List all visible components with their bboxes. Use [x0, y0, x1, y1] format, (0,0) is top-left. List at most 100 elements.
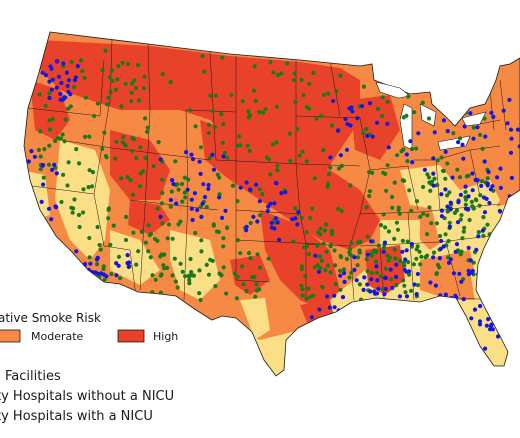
hospital-without-nicu-marker — [129, 81, 135, 86]
hospital-without-nicu-marker — [120, 60, 125, 65]
hospital-with-nicu-marker — [28, 198, 33, 203]
hospital-without-nicu-marker — [66, 160, 71, 165]
hospital-without-nicu-marker — [98, 247, 103, 252]
hospital-without-nicu-marker — [116, 254, 122, 259]
hospital-with-nicu-marker — [360, 104, 365, 109]
hospital-without-nicu-marker — [240, 99, 245, 104]
hospital-with-nicu-marker — [453, 293, 458, 298]
hospital-without-nicu-marker — [467, 217, 472, 223]
hospital-without-nicu-marker — [142, 296, 148, 301]
hospital-without-nicu-marker — [316, 230, 321, 235]
hospital-without-nicu-marker — [332, 248, 337, 253]
hospital-with-nicu-marker — [471, 136, 476, 141]
hospital-without-nicu-marker — [386, 229, 391, 234]
hospital-with-nicu-marker — [484, 323, 489, 328]
hospital-with-nicu-marker — [114, 261, 119, 266]
hospital-without-nicu-marker — [235, 143, 240, 148]
hospital-without-nicu-marker — [297, 153, 302, 158]
hospital-without-nicu-marker — [425, 232, 430, 237]
hospital-without-nicu-marker — [312, 176, 317, 181]
hospital-without-nicu-marker — [198, 145, 203, 150]
hospital-without-nicu-marker — [334, 89, 339, 94]
hospital-without-nicu-marker — [219, 112, 224, 117]
hospital-without-nicu-marker — [50, 116, 55, 122]
hospital-with-nicu-marker — [43, 73, 49, 78]
hospital-without-nicu-marker — [137, 98, 142, 103]
hospital-without-nicu-marker — [328, 165, 333, 170]
hospital-without-nicu-marker — [260, 192, 265, 197]
hospital-with-nicu-marker — [185, 187, 190, 192]
hospital-without-nicu-marker — [337, 268, 343, 273]
hospital-without-nicu-marker — [208, 93, 213, 98]
hospital-with-nicu-marker — [356, 305, 361, 310]
hospital-without-nicu-marker — [411, 262, 416, 267]
hospital-with-nicu-marker — [381, 249, 386, 254]
hospital-without-nicu-marker — [94, 262, 100, 267]
hospital-without-nicu-marker — [427, 205, 432, 210]
hospital-with-nicu-marker — [329, 312, 334, 317]
hospital-without-nicu-marker — [186, 177, 191, 182]
hospital-without-nicu-marker — [247, 148, 252, 153]
hospital-without-nicu-marker — [397, 258, 403, 263]
hospital-without-nicu-marker — [114, 139, 119, 144]
hospital-with-nicu-marker — [61, 97, 66, 102]
hospital-without-nicu-marker — [301, 93, 306, 98]
hospital-without-nicu-marker — [224, 291, 229, 296]
hospital-without-nicu-marker — [373, 259, 378, 264]
hospital-without-nicu-marker — [137, 184, 143, 189]
hospital-with-nicu-marker — [483, 346, 488, 351]
hospital-with-nicu-marker — [469, 316, 474, 321]
hospital-without-nicu-marker — [409, 146, 415, 152]
hospital-without-nicu-marker — [206, 272, 212, 277]
hospital-with-nicu-marker — [439, 208, 444, 213]
hospital-with-nicu-marker — [184, 150, 189, 155]
hospital-without-nicu-marker — [478, 193, 483, 198]
hospital-with-nicu-marker — [211, 167, 217, 172]
hospital-with-nicu-marker — [449, 296, 454, 301]
hospital-without-nicu-marker — [232, 271, 237, 276]
hospital-with-nicu-marker — [489, 304, 494, 309]
hospital-without-nicu-marker — [488, 264, 493, 269]
hospital-without-nicu-marker — [349, 270, 354, 275]
hospital-without-nicu-marker — [148, 255, 153, 260]
hospital-without-nicu-marker — [385, 253, 390, 258]
hospital-without-nicu-marker — [336, 206, 341, 211]
hospital-without-nicu-marker — [311, 70, 316, 76]
hospital-with-nicu-marker — [210, 152, 215, 157]
hospital-with-nicu-marker — [443, 149, 448, 154]
hospital-without-nicu-marker — [348, 247, 353, 252]
hospital-without-nicu-marker — [380, 95, 385, 100]
hospital-with-nicu-marker — [443, 292, 448, 297]
hospital-without-nicu-marker — [123, 81, 128, 86]
hospital-without-nicu-marker — [300, 149, 305, 154]
hospital-without-nicu-marker — [481, 233, 486, 238]
without-nicu-label: ty Hospitals without a NICU — [0, 389, 174, 404]
hospital-without-nicu-marker — [458, 217, 463, 222]
hospital-with-nicu-marker — [456, 140, 461, 145]
hospital-without-nicu-marker — [447, 220, 452, 225]
hospital-with-nicu-marker — [66, 89, 71, 94]
hospital-without-nicu-marker — [459, 249, 464, 254]
hospital-with-nicu-marker — [327, 305, 332, 310]
hospital-without-nicu-marker — [253, 98, 258, 104]
hospital-without-nicu-marker — [102, 130, 107, 135]
hospital-with-nicu-marker — [254, 182, 259, 187]
hospital-with-nicu-marker — [361, 287, 366, 292]
hospital-with-nicu-marker — [367, 101, 372, 106]
hospital-without-nicu-marker — [217, 175, 222, 180]
hospital-without-nicu-marker — [492, 243, 497, 248]
hospital-without-nicu-marker — [42, 147, 47, 152]
hospital-with-nicu-marker — [404, 152, 409, 157]
hospital-with-nicu-marker — [313, 253, 318, 258]
hospital-without-nicu-marker — [406, 260, 411, 265]
hospital-without-nicu-marker — [481, 215, 486, 220]
hospital-with-nicu-marker — [248, 187, 253, 192]
hospital-without-nicu-marker — [454, 208, 459, 213]
hospital-with-nicu-marker — [365, 282, 370, 287]
hospital-without-nicu-marker — [361, 84, 366, 89]
hospital-with-nicu-marker — [508, 127, 514, 132]
hospital-with-nicu-marker — [343, 116, 348, 122]
hospital-with-nicu-marker — [26, 221, 31, 226]
hospital-without-nicu-marker — [439, 155, 444, 160]
hospital-without-nicu-marker — [116, 64, 121, 69]
